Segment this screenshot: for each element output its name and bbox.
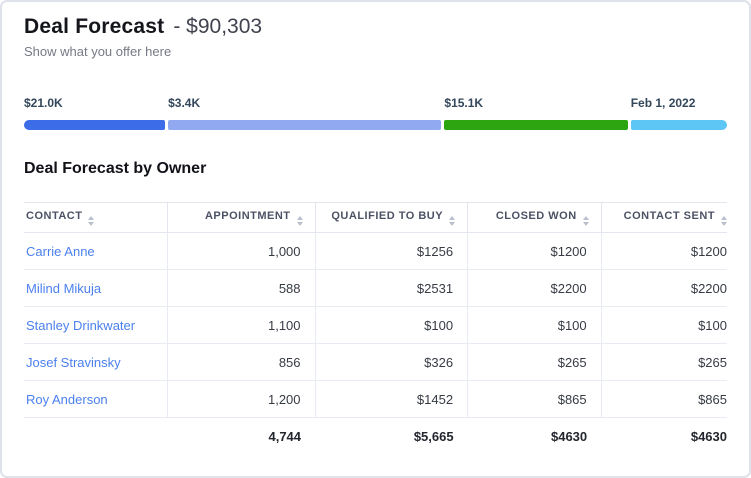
cell-appointment: 588 bbox=[167, 269, 316, 307]
cell-contact-sent: $265 bbox=[601, 343, 727, 381]
cell-contact-sent: $100 bbox=[601, 306, 727, 344]
cell-contact-sent: $2200 bbox=[601, 269, 727, 307]
funnel-label-1: $21.0K bbox=[24, 96, 63, 110]
cell-appointment: 1,200 bbox=[167, 380, 316, 418]
table-row: Stanley Drinkwater 1,100 $100 $100 $100 bbox=[24, 306, 727, 344]
table-row: Roy Anderson 1,200 $1452 $865 $865 bbox=[24, 380, 727, 418]
forecast-funnel: $21.0K $3.4K $15.1K Feb 1, 2022 bbox=[24, 96, 727, 130]
funnel-segment-1[interactable] bbox=[24, 120, 166, 130]
cell-qualified-to-buy: $1256 bbox=[315, 232, 469, 270]
funnel-label-2: $3.4K bbox=[168, 96, 201, 110]
cell-appointment: 1,000 bbox=[167, 232, 316, 270]
column-header-label: APPOINTMENT bbox=[204, 209, 291, 222]
sort-icon[interactable] bbox=[88, 215, 95, 226]
cell-closed-won: $2200 bbox=[467, 269, 602, 307]
table-row: Milind Mikuja 588 $2531 $2200 $2200 bbox=[24, 269, 727, 307]
deal-forecast-table: CONTACT APPOINTMENT QUALIFIED TO BUY CLO… bbox=[24, 202, 727, 455]
column-header-appointment[interactable]: APPOINTMENT bbox=[167, 202, 316, 233]
total-closed-won: $4630 bbox=[550, 428, 588, 444]
funnel-segment-4[interactable] bbox=[630, 120, 727, 130]
table-row: Carrie Anne 1,000 $1256 $1200 $1200 bbox=[24, 232, 727, 270]
page-title: Deal Forecast - $90,303 bbox=[24, 15, 727, 39]
sort-icon[interactable] bbox=[582, 215, 589, 226]
sort-icon[interactable] bbox=[449, 215, 456, 226]
cell-qualified-to-buy: $2531 bbox=[315, 269, 469, 307]
report-total-amount: - $90,303 bbox=[173, 15, 263, 38]
contact-link[interactable]: Milind Mikuja bbox=[26, 280, 102, 296]
table-title: Deal Forecast by Owner bbox=[24, 160, 207, 177]
column-header-qualified-to-buy[interactable]: QUALIFIED TO BUY bbox=[315, 202, 469, 233]
column-header-label: CONTACT bbox=[26, 209, 83, 222]
cell-contact-sent: $1200 bbox=[601, 232, 727, 270]
total-qualified-to-buy: $5,665 bbox=[413, 428, 454, 444]
table-row: Josef Stravinsky 856 $326 $265 $265 bbox=[24, 343, 727, 381]
column-header-label: CLOSED WON bbox=[495, 209, 577, 222]
cell-qualified-to-buy: $1452 bbox=[315, 380, 469, 418]
table-totals-row: 4,744 $5,665 $4630 $4630 bbox=[24, 418, 727, 455]
column-header-contact-sent[interactable]: CONTACT SENT bbox=[601, 202, 727, 233]
column-header-label: CONTACT SENT bbox=[623, 209, 715, 222]
funnel-segment-3[interactable] bbox=[444, 120, 628, 130]
funnel-label-3: $15.1K bbox=[444, 96, 484, 110]
table-header-row: CONTACT APPOINTMENT QUALIFIED TO BUY CLO… bbox=[24, 202, 727, 233]
totals-empty-cell bbox=[24, 418, 167, 455]
contact-link[interactable]: Carrie Anne bbox=[26, 243, 95, 259]
cell-closed-won: $265 bbox=[467, 343, 602, 381]
cell-qualified-to-buy: $326 bbox=[315, 343, 469, 381]
cell-closed-won: $100 bbox=[467, 306, 602, 344]
cell-contact-sent: $865 bbox=[601, 380, 727, 418]
sort-icon[interactable] bbox=[721, 215, 727, 226]
funnel-labels: $21.0K $3.4K $15.1K Feb 1, 2022 bbox=[24, 96, 727, 111]
column-header-label: QUALIFIED TO BUY bbox=[331, 209, 444, 222]
report-subtitle: Show what you offer here bbox=[24, 44, 172, 59]
funnel-segment-2[interactable] bbox=[168, 120, 441, 130]
contact-link[interactable]: Stanley Drinkwater bbox=[26, 317, 136, 333]
cell-appointment: 856 bbox=[167, 343, 316, 381]
total-contact-sent: $4630 bbox=[690, 428, 727, 444]
column-header-closed-won[interactable]: CLOSED WON bbox=[467, 202, 602, 233]
contact-link[interactable]: Josef Stravinsky bbox=[26, 354, 121, 370]
cell-closed-won: $1200 bbox=[467, 232, 602, 270]
total-appointment: 4,744 bbox=[268, 428, 302, 444]
cell-qualified-to-buy: $100 bbox=[315, 306, 469, 344]
report-header: Deal Forecast - $90,303 Show what you of… bbox=[24, 2, 727, 59]
sort-icon[interactable] bbox=[296, 215, 303, 226]
report-title: Deal Forecast bbox=[24, 15, 165, 38]
funnel-label-4: Feb 1, 2022 bbox=[630, 96, 696, 110]
column-header-contact[interactable]: CONTACT bbox=[24, 202, 168, 233]
cell-appointment: 1,100 bbox=[167, 306, 316, 344]
cell-closed-won: $865 bbox=[467, 380, 602, 418]
funnel-bar bbox=[24, 120, 727, 130]
contact-link[interactable]: Roy Anderson bbox=[26, 391, 108, 407]
